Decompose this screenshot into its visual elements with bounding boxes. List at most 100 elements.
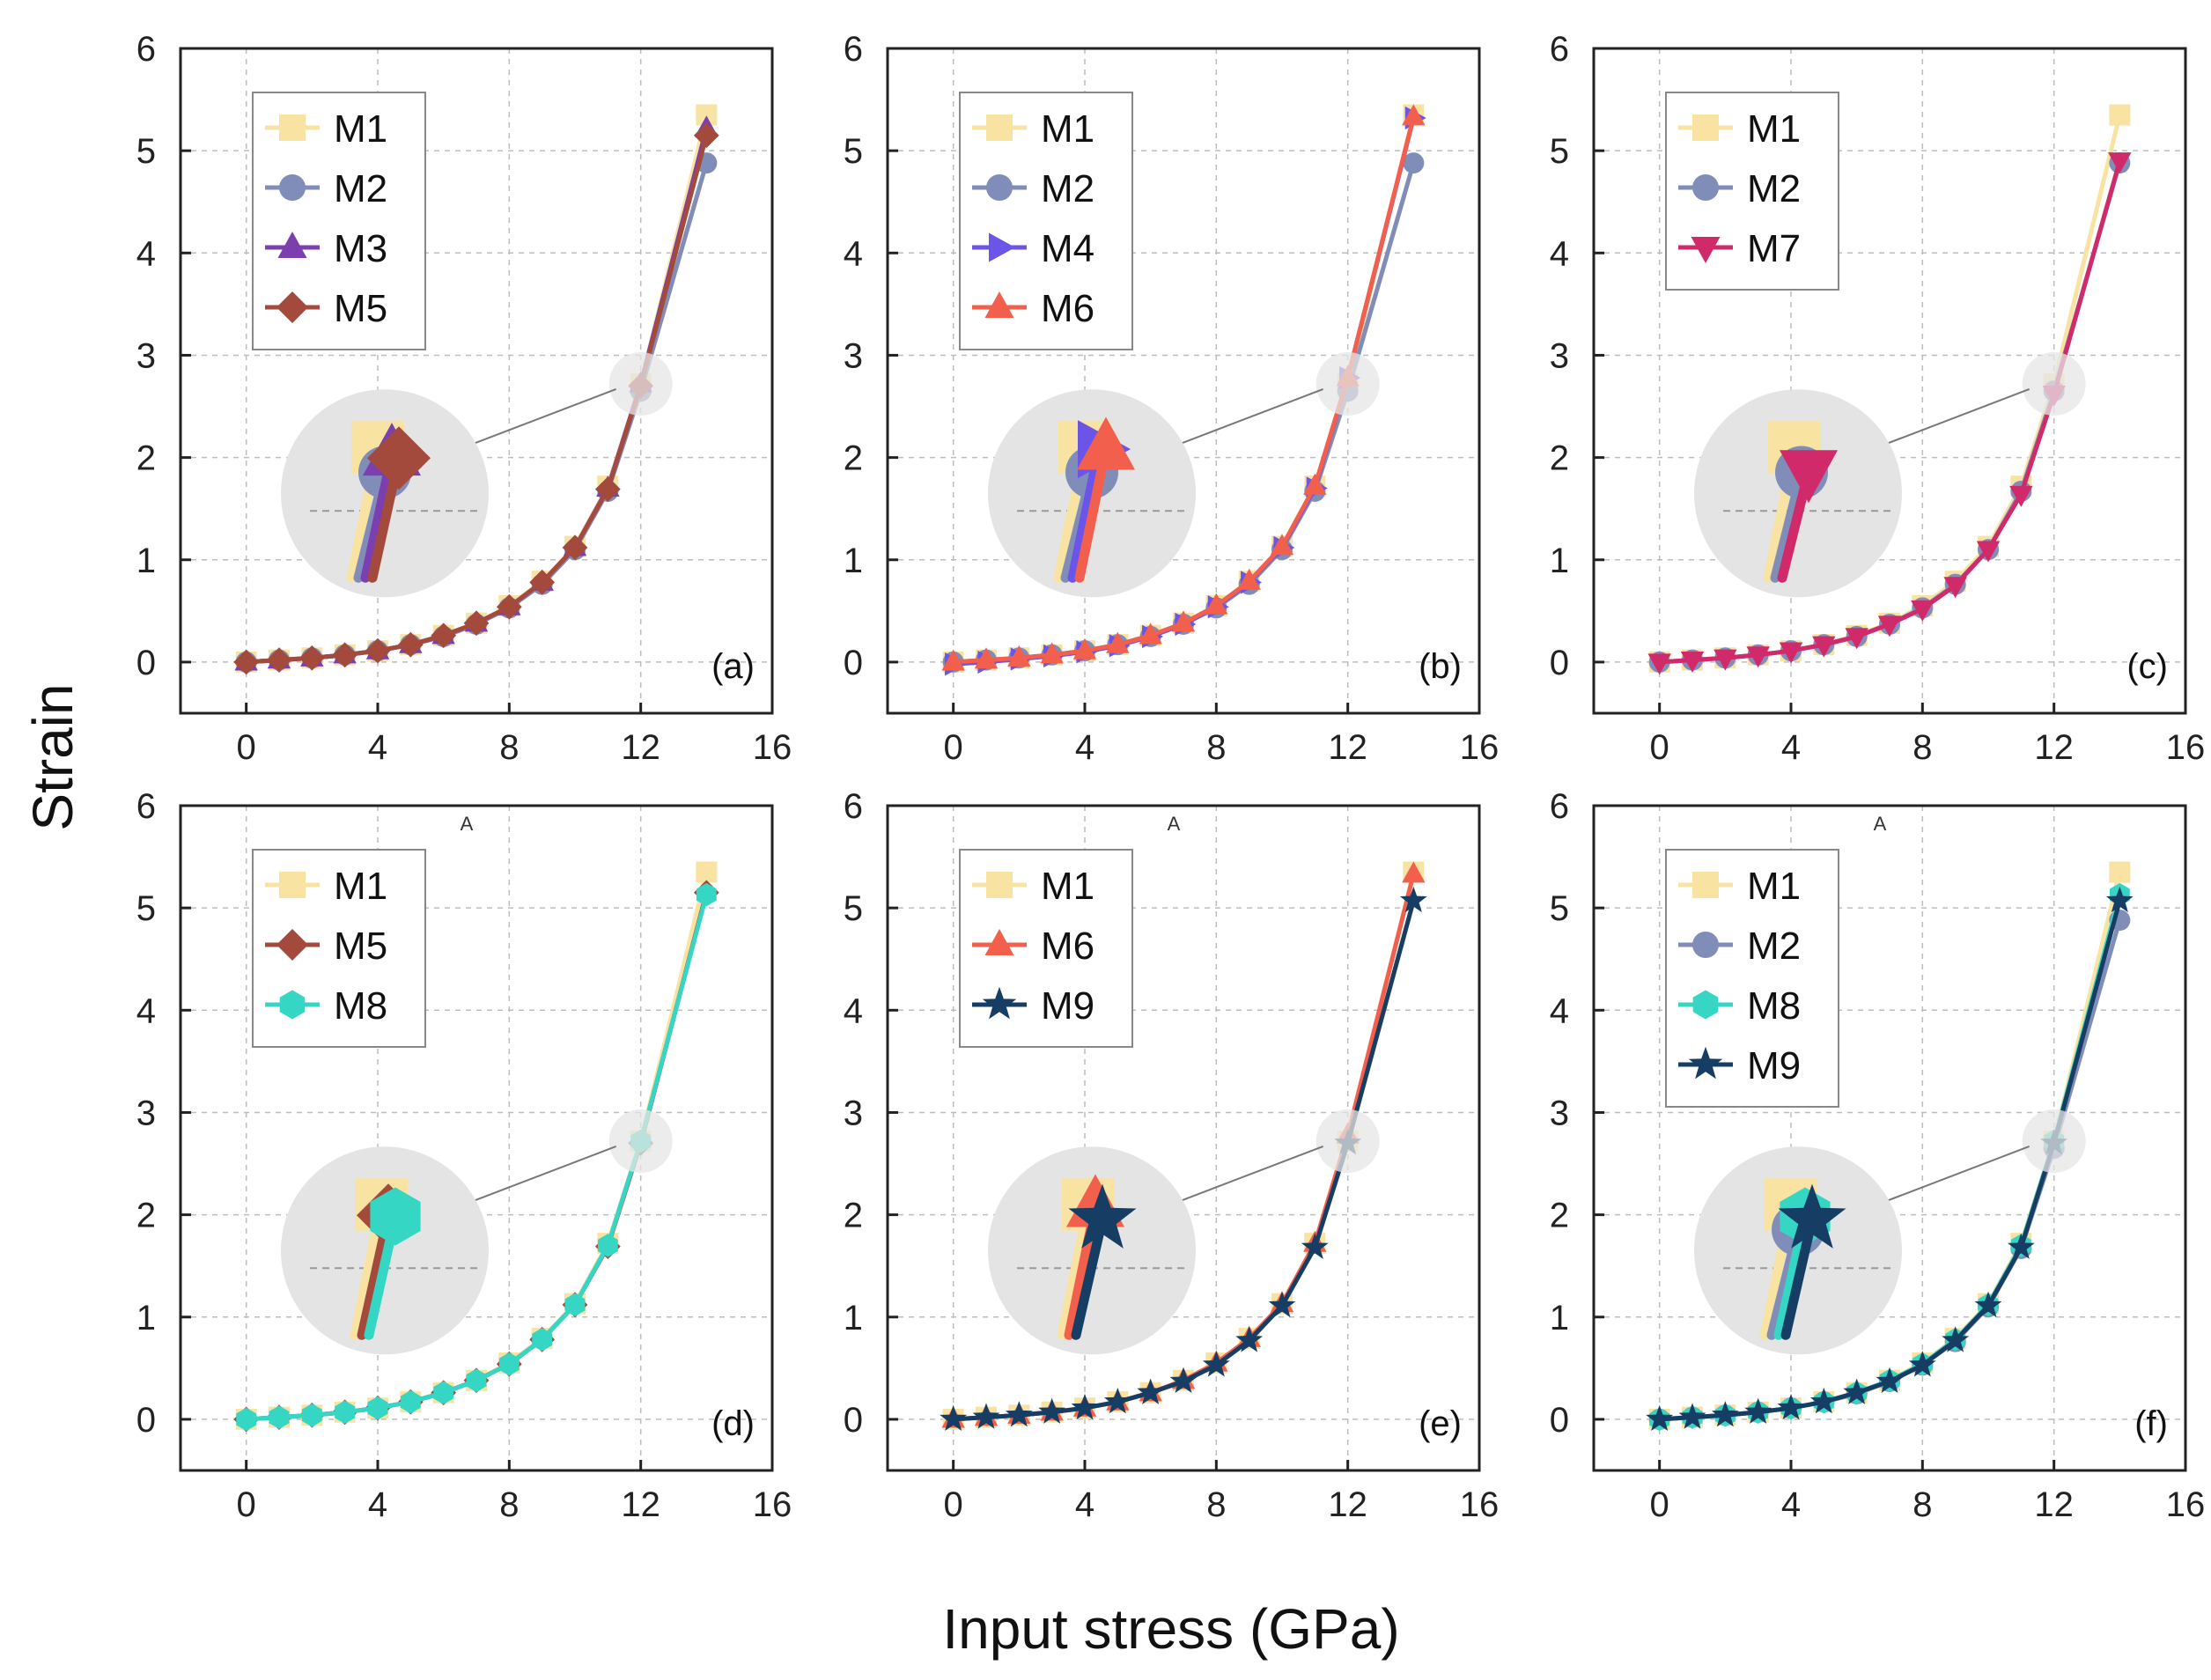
panel-label: (e) [1419,1404,1462,1443]
legend-marker-m8 [279,990,306,1020]
y-tick-label: 2 [136,439,156,478]
data-point-m7 [2108,152,2132,174]
zoom-focus-circle [2022,1109,2086,1173]
data-point-m9 [1908,1351,1936,1377]
legend-marker-m1 [986,114,1013,141]
y-tick-label: 5 [136,132,156,171]
data-point-m7 [2009,485,2033,507]
data-point-m9 [940,1404,968,1432]
x-tick-label: 0 [1650,728,1669,767]
y-tick-label: 1 [844,542,863,580]
zoom-marker-m9 [1068,1183,1137,1249]
data-point-m8 [301,1404,322,1427]
data-point-m8 [335,1400,356,1424]
y-tick-label: 1 [844,1299,863,1337]
zoom-marker-m7 [1780,450,1838,504]
legend-marker-m1 [1692,114,1719,141]
legend-marker-m2 [986,174,1013,201]
y-tick-label: 3 [844,1094,863,1132]
y-tick-label: 4 [1550,234,1569,273]
plot-frame [179,47,774,715]
zoom-connector-line [465,388,617,448]
data-point-m9 [1268,1291,1296,1318]
y-tick-label: 6 [1550,787,1569,826]
x-tick-label: 8 [1206,728,1226,767]
y-tick-label: 5 [844,132,863,171]
y-tick-label: 6 [844,30,863,69]
x-tick-label: 12 [1328,728,1367,767]
x-tick-label: 12 [621,728,660,767]
data-point-m6 [974,647,999,669]
data-point-m9 [1038,1397,1066,1424]
legend-marker-m9 [982,986,1017,1020]
plot-frame [1592,804,2187,1472]
zoom-marker-m9 [1778,1183,1846,1249]
legend-marker-m1 [1692,872,1719,898]
data-point-m9 [1809,1387,1838,1414]
data-point-m9 [1876,1367,1904,1394]
data-point-m5 [233,649,260,675]
y-tick-label: 0 [136,644,156,682]
data-point-m5 [496,593,522,620]
y-tick-label: 0 [844,1401,863,1440]
zoom-series-line-m6 [1074,443,1111,583]
legend-marker-m2 [1692,932,1719,958]
y-tick-label: 6 [136,787,156,826]
y-tick-label: 4 [1550,991,1569,1030]
data-point-m7 [1976,541,2001,563]
data-point-m9 [1202,1351,1230,1377]
data-point-m6 [1171,610,1196,632]
x-tick-label: 4 [1781,1485,1801,1524]
plot-frame [886,47,1481,715]
data-point-m6 [1205,593,1228,615]
zoom-focus-circle [608,351,673,416]
legend-label-m9: M9 [1747,1044,1801,1087]
x-tick-label: 16 [753,1485,792,1524]
zoom-marker-m6 [1077,416,1135,470]
x-tick-label: 4 [1075,728,1094,767]
zoom-connector-line [1172,388,1324,448]
zoom-marker-m8 [370,1187,421,1246]
data-point-m1 [696,104,718,126]
data-point-m7 [1746,646,1770,668]
data-point-m8 [597,1234,618,1257]
y-tick-label: 3 [1550,1094,1569,1132]
stray-text: A [1874,813,1887,835]
data-point-m5 [298,645,325,671]
data-point-m5 [431,623,457,649]
data-point-m5 [594,476,621,503]
x-tick-label: 4 [368,728,387,767]
data-point-m6 [1007,645,1031,667]
x-axis-title: Input stress (GPa) [942,1597,1399,1661]
legend-label-m2: M2 [1747,167,1801,210]
y-tick-label: 2 [1550,439,1569,478]
data-point-m7 [1714,649,1737,671]
data-point-m8 [236,1407,257,1432]
data-point-m6 [1303,473,1327,495]
data-point-m9 [1235,1326,1264,1352]
legend-label-m7: M7 [1747,227,1801,270]
x-tick-label: 12 [621,1485,660,1524]
x-tick-label: 16 [753,728,792,767]
legend-marker-m2 [1692,174,1719,201]
legend-marker-m6 [984,291,1014,318]
legend-marker-m1 [279,872,306,898]
panel-label: (b) [1419,647,1462,686]
x-tick-label: 8 [1913,728,1932,767]
legend-label-m8: M8 [334,984,387,1028]
data-point-m9 [1399,886,1427,913]
x-tick-label: 8 [1206,1485,1226,1524]
legend-marker-m1 [279,114,306,141]
data-point-m8 [367,1396,388,1420]
data-point-m9 [1711,1401,1739,1427]
zoom-marker-m5 [367,426,431,490]
zoom-series-line-m9 [1780,1214,1817,1340]
legend-label-m3: M3 [334,227,387,270]
data-point-m9 [1744,1397,1772,1424]
x-tick-label: 8 [1913,1485,1932,1524]
data-point-m5 [562,534,588,561]
zoom-connector-line [465,1146,617,1205]
y-tick-label: 0 [1550,1401,1569,1440]
